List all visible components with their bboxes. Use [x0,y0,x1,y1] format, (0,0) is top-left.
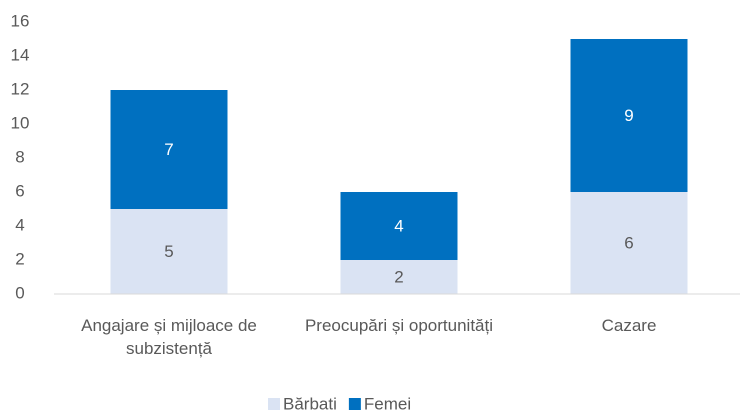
value-label: 7 [164,140,173,159]
value-label: 2 [394,267,403,286]
bar-segment [570,192,688,294]
bar-segment [110,209,228,294]
y-tick-label: 12 [11,79,30,98]
legend-label: Femei [364,394,411,413]
legend-swatch [348,398,361,410]
value-label: 4 [394,216,403,235]
bar-segment [110,90,228,209]
legend-swatch [268,398,280,410]
y-tick-label: 6 [15,181,24,200]
x-tick-label: Preocupări și oportunități [304,316,494,335]
bar-segment [340,192,458,260]
y-tick-label: 2 [15,249,24,268]
value-label: 5 [164,242,173,261]
value-label: 9 [624,106,633,125]
x-tick-label: Cazare [601,316,657,335]
bar-segment [340,260,458,294]
y-tick-label: 16 [11,11,30,30]
y-tick-label: 8 [15,147,24,166]
y-tick-label: 4 [15,215,24,234]
y-tick-label: 14 [11,45,30,64]
legend-label: Bărbati [283,394,337,413]
bar-segment [570,39,688,192]
x-tick-label: Angajare și mijloace de subzistență [81,316,257,358]
value-label: 6 [624,233,633,252]
y-tick-label: 0 [15,283,24,302]
y-tick-label: 10 [11,113,30,132]
